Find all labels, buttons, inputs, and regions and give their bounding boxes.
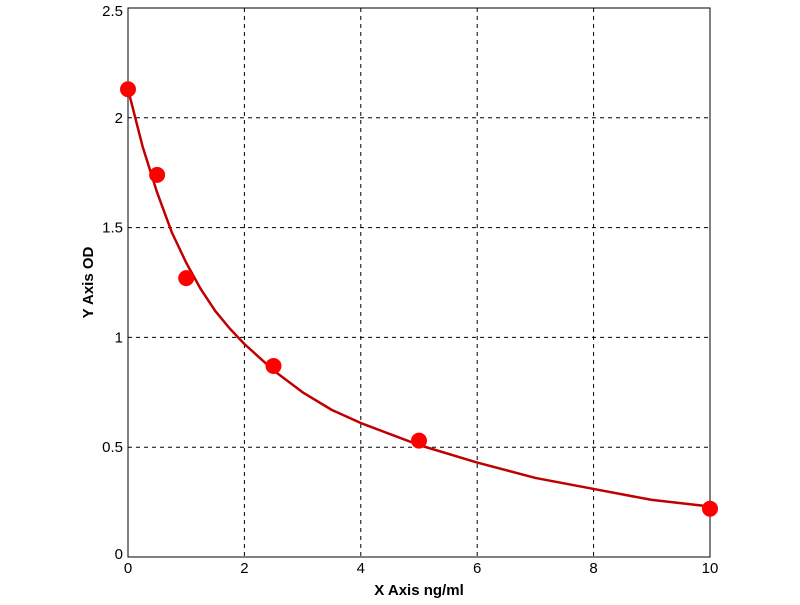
y-tick-label: 0 <box>115 546 123 563</box>
x-tick-label: 10 <box>702 560 719 577</box>
x-tick-label: 2 <box>240 560 248 577</box>
fit-curve <box>126 88 712 508</box>
x-tick-label: 4 <box>357 560 365 577</box>
x-axis-title: X Axis ng/ml <box>374 582 463 599</box>
y-tick-label: 1 <box>115 329 123 346</box>
data-point <box>149 166 166 183</box>
y-axis-title: Y Axis OD <box>80 246 97 318</box>
data-point <box>702 500 718 517</box>
y-tick-label: 0.5 <box>102 439 123 456</box>
x-tick-label: 6 <box>473 560 481 577</box>
data-point <box>265 357 282 374</box>
point-layer <box>120 81 718 517</box>
tick-layer: 0 2 4 6 8 10 0 0.5 1 1.5 2 2.5 <box>102 3 718 577</box>
plot-frame <box>127 7 711 558</box>
data-point <box>120 81 136 98</box>
y-tick-label: 1.5 <box>102 220 123 237</box>
x-tick-label: 0 <box>124 560 132 577</box>
data-point <box>411 432 427 449</box>
data-point <box>178 270 195 287</box>
y-tick-label: 2.5 <box>102 3 123 20</box>
x-tick-label: 8 <box>589 560 597 577</box>
y-tick-label: 2 <box>115 110 123 127</box>
curve-layer <box>126 88 712 508</box>
